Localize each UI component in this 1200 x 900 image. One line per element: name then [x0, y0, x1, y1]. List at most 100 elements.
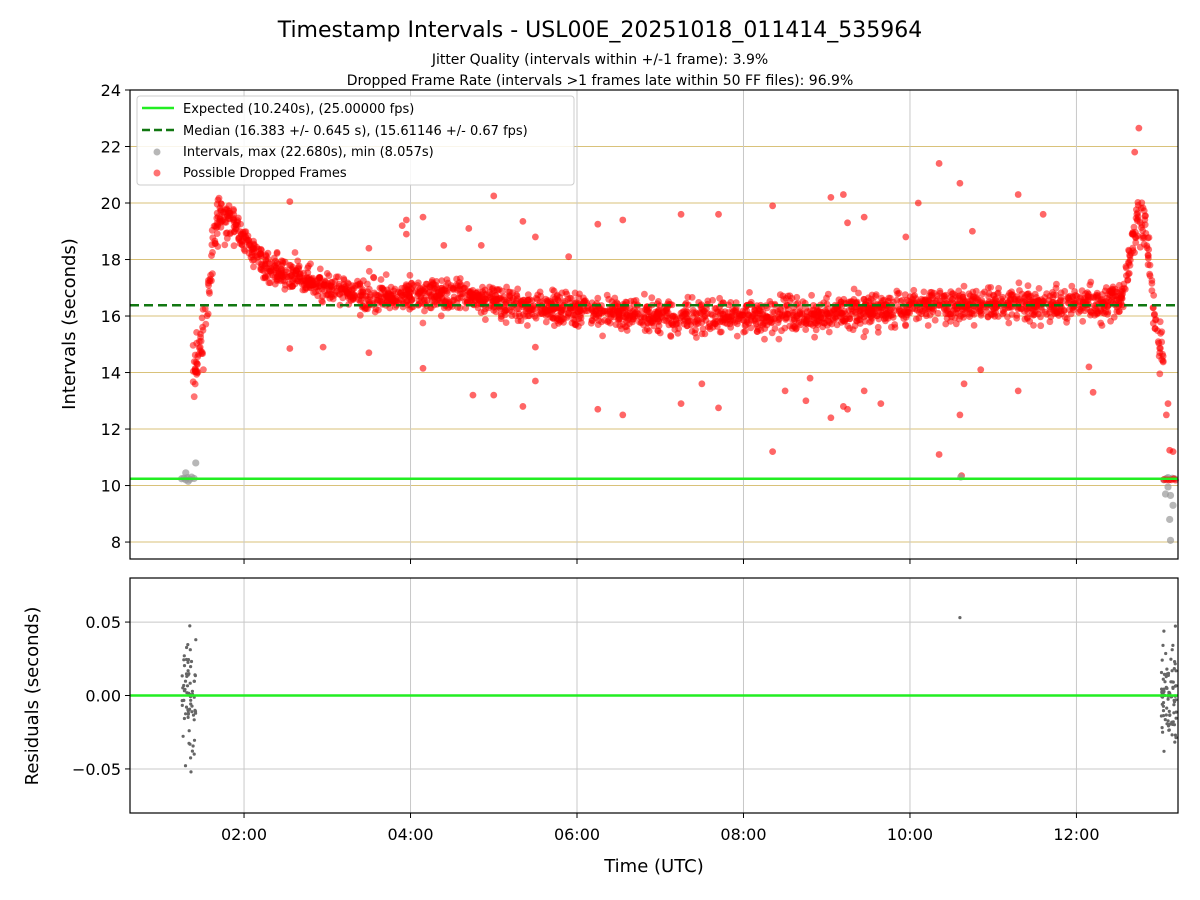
dropped-frame-point [805, 313, 812, 321]
dropped-frame-point [654, 327, 662, 334]
dropped-frame-point [910, 286, 918, 294]
dropped-frame-point [936, 297, 944, 305]
dropped-frame-point [532, 314, 540, 322]
dropped-frame-point [594, 321, 602, 328]
dropped-frame-point [927, 292, 935, 300]
dropped-frame-point [701, 330, 709, 338]
dropped-frame-point [241, 247, 249, 255]
dropped-frame-point [675, 325, 682, 332]
dropped-frame-point [279, 259, 287, 267]
intervals-y-tick-label: 8 [111, 533, 121, 552]
intervals-ylabel: Intervals (seconds) [59, 238, 80, 410]
dropped-frame-point [784, 310, 791, 318]
dropped-frame-point [190, 393, 198, 401]
dropped-frame-point [443, 287, 451, 295]
residual-point [958, 616, 962, 620]
residual-point [189, 659, 194, 664]
dropped-frame-point [264, 272, 272, 280]
residuals-x-ticks: 02:00 04:00 06:00 08:00 10:00 12:00 [221, 813, 1100, 844]
dropped-frame-point [1043, 290, 1051, 298]
dropped-frame-point [618, 325, 625, 333]
interval-point [182, 469, 190, 477]
residual-point [192, 738, 197, 742]
dropped-frame-point [403, 290, 410, 298]
dropped-frame-point [326, 295, 334, 302]
dropped-frame-outlier [594, 220, 602, 228]
dropped-frame-point [370, 289, 378, 297]
dropped-frame-point [199, 350, 207, 357]
x-tick-label: 08:00 [720, 825, 766, 844]
subtitle-jitter: Jitter Quality (intervals within +/-1 fr… [431, 52, 768, 68]
dropped-frame-point [757, 307, 764, 315]
residual-point [1166, 673, 1170, 678]
dropped-frame-point [1134, 199, 1142, 206]
intervals-y-tick-label: 22 [101, 138, 121, 157]
dropped-frame-point [377, 290, 385, 298]
dropped-frame-point [809, 322, 817, 329]
dropped-frame-point [775, 313, 783, 321]
residual-point [1166, 719, 1170, 723]
dropped-frame-point [588, 316, 596, 324]
residual-point [181, 734, 185, 738]
dropped-frame-point [1159, 350, 1166, 358]
dropped-frame-outlier [1014, 387, 1022, 395]
residual-point [1162, 672, 1166, 677]
dropped-frame-point [300, 274, 308, 282]
residual-point [1174, 669, 1178, 673]
residual-point [189, 665, 193, 669]
dropped-frame-outlier [1135, 124, 1143, 132]
dropped-frame-outlier [565, 253, 573, 261]
residual-point [1165, 706, 1169, 710]
dropped-frame-point [623, 327, 631, 334]
dropped-frame-point [437, 285, 445, 292]
residual-point [1163, 680, 1167, 684]
dropped-frame-outlier [1039, 210, 1047, 218]
dropped-frame-point [826, 319, 833, 326]
dropped-frame-point [356, 311, 364, 319]
dropped-frame-point [791, 323, 799, 331]
dropped-frame-point [713, 323, 721, 330]
dropped-frame-point [477, 309, 485, 316]
residuals-panel: 0.05 0.00 −0.05 02:00 04:00 06:00 08:00 10:00 1… [22, 577, 1179, 877]
residual-point [1172, 723, 1176, 727]
residual-point [182, 698, 186, 703]
dropped-frame-point [808, 291, 815, 299]
dropped-frame-point [515, 310, 523, 318]
dropped-frame-outlier [715, 210, 722, 218]
dropped-frame-point [943, 315, 951, 322]
dropped-frame-point [668, 320, 675, 327]
residual-point [189, 770, 193, 774]
dropped-frame-point [242, 234, 250, 242]
dropped-frame-point [1149, 319, 1157, 327]
dropped-frame-point [684, 293, 692, 301]
dropped-frame-point [746, 289, 753, 296]
dropped-frame-outlier [827, 193, 835, 201]
residual-point [181, 686, 185, 690]
dropped-frame-point [304, 264, 312, 272]
interval-point [1166, 491, 1175, 500]
residual-point [187, 741, 191, 745]
dropped-frame-point [209, 270, 216, 278]
dropped-frame-point [667, 333, 675, 340]
dropped-frame-point [225, 202, 233, 210]
dropped-frame-point [1141, 221, 1149, 229]
dropped-frame-point [206, 289, 213, 297]
x-tick-label: 02:00 [221, 825, 267, 844]
dropped-frame-point [862, 327, 869, 335]
residual-point [1170, 720, 1174, 724]
dropped-frame-point [786, 322, 794, 330]
dropped-frame-point [273, 259, 281, 267]
dropped-frame-outlier [490, 391, 498, 399]
dropped-frame-point [1101, 310, 1108, 317]
residual-point [1167, 691, 1172, 695]
dropped-frame-point [1141, 212, 1149, 220]
dropped-frame-point [669, 313, 677, 320]
legend-dropped-swatch [153, 169, 161, 177]
residual-point [184, 712, 188, 716]
dropped-frame-point [421, 307, 428, 315]
dropped-frame-point [634, 310, 642, 318]
dropped-frame-point [363, 296, 371, 304]
dropped-frame-point [230, 242, 238, 250]
dropped-frame-point [241, 228, 249, 236]
dropped-frame-point [612, 321, 620, 328]
